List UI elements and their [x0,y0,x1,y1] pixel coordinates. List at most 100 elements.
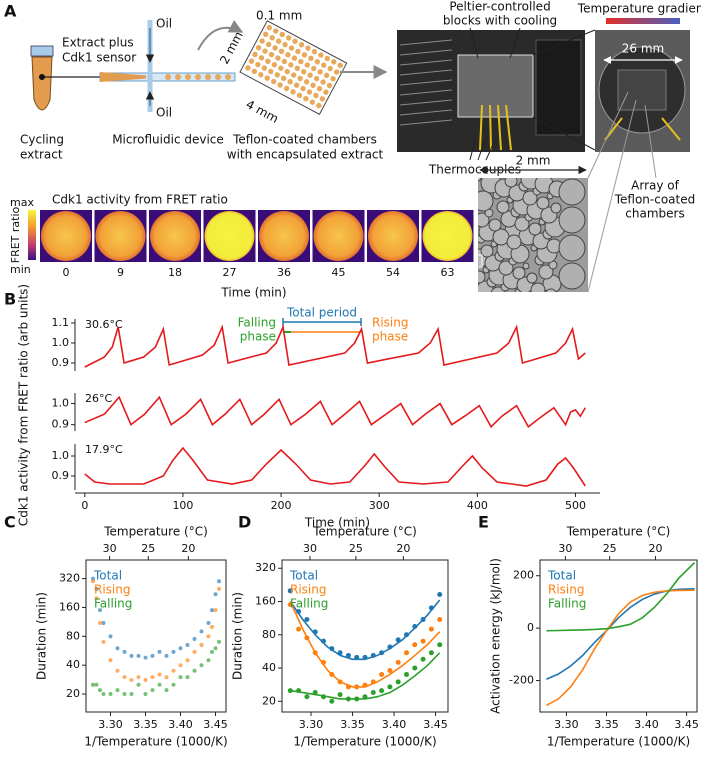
chamber-droplet [251,68,258,75]
x-tick-label: 500 [565,499,586,512]
array [617,69,667,111]
point [108,692,113,697]
label: Teflon-coated [614,193,696,207]
droplet [478,270,486,284]
point [108,658,113,663]
x-axis-label: Time (min) [220,286,286,300]
chamber-droplet [307,72,313,78]
point [185,658,190,663]
panel-label: A [4,2,17,21]
panel-label: E [478,513,489,532]
chamber [239,20,348,115]
point [217,586,221,591]
point [98,688,102,693]
x-tick-label: 3.35 [594,718,619,731]
label: 2 mm [516,154,551,168]
point [98,608,102,613]
x2-tick-label: 30 [103,542,117,555]
frame-chamber [150,211,200,261]
frame-chamber [95,211,146,261]
legend-entry: Rising [94,583,130,597]
leader-lines [469,27,596,161]
label: Extract plus [62,36,134,50]
chamber-droplet [278,48,285,55]
tube-cap [30,45,54,57]
annotation: phase [372,330,408,344]
time-label: 54 [386,266,400,279]
point [329,698,335,704]
arrow [197,19,244,51]
colorbar-max: max [10,196,34,209]
y-tick-label: 20 [66,687,80,700]
chamber-droplet [301,69,307,75]
y-tick-label: 1.0 [52,449,70,462]
point [122,675,127,680]
x2-tick-label: 30 [558,542,572,555]
point [412,665,418,671]
frame-chamber [368,211,418,261]
x2-tick-label: 25 [349,542,363,555]
chamber-droplet [300,85,306,92]
panel-label: D [238,513,251,532]
chamber-droplet [306,89,313,95]
frame-chamber [204,211,255,261]
y-tick-label: 40 [262,661,276,674]
chamber-droplet [314,59,320,65]
chamber-droplet [337,62,343,69]
chamber-droplet [268,51,275,58]
legend-entry: Total [93,569,122,583]
caption: Teflon-coated chambers [232,133,377,147]
droplet [558,206,586,234]
y-tick-label: 320 [59,572,80,585]
annotation: Falling [238,316,276,330]
block [535,39,582,136]
y-tick-label: 80 [262,628,276,641]
point [94,682,99,687]
point [192,649,197,654]
chamber-droplet [320,79,326,85]
point [157,682,162,687]
x-tick-label: 3.45 [674,718,699,731]
x-tick-label: 300 [369,499,390,512]
legend-entry: Falling [94,597,132,611]
point [171,649,176,654]
chamber-droplet [277,82,283,88]
frame-chamber [313,211,364,261]
micrograph-content [478,178,586,292]
chamber-droplet [308,55,314,62]
y-tick-label: 40 [66,658,80,671]
time-label: 36 [277,266,291,279]
y-tick-label: 0 [527,621,534,634]
point [164,688,169,693]
chamber-droplet [264,75,270,81]
chamber-droplet [323,89,329,95]
point [150,675,155,680]
chamber-droplet [313,92,319,99]
x2-axis-label: Temperature (°C) [566,525,671,539]
x-tick-label: 3.35 [340,718,365,731]
point [404,650,409,656]
chamber-droplet [280,75,287,82]
frame-chamber [422,211,473,261]
caption: extract [20,148,63,162]
chamber-droplet [296,92,303,98]
droplet [558,178,586,206]
point [122,692,127,697]
fit-line [289,601,441,688]
x-tick-label: 3.45 [203,718,228,731]
droplet [530,282,546,292]
x-tick-label: 3.30 [98,718,123,731]
fit-line [290,652,441,700]
point [428,626,434,632]
droplet [522,190,538,206]
point [192,637,197,642]
droplet [498,260,514,276]
droplet [496,200,510,214]
chamber-droplet [268,68,274,75]
chamber-droplet [294,65,300,72]
point [213,608,218,613]
label: Peltier-controlled [449,0,550,14]
chamber-droplet [313,75,320,82]
x2-tick-label: 20 [396,542,410,555]
